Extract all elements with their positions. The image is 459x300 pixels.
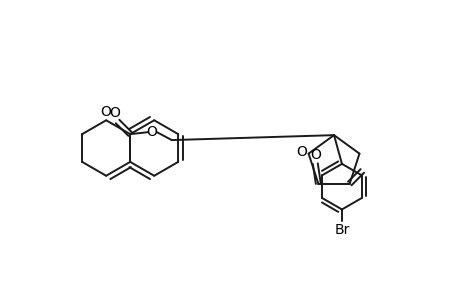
Text: O: O xyxy=(101,105,112,119)
Text: O: O xyxy=(146,125,157,139)
Text: O: O xyxy=(309,148,320,162)
Text: O: O xyxy=(296,145,307,159)
Text: O: O xyxy=(109,106,120,120)
Text: Br: Br xyxy=(334,223,349,237)
